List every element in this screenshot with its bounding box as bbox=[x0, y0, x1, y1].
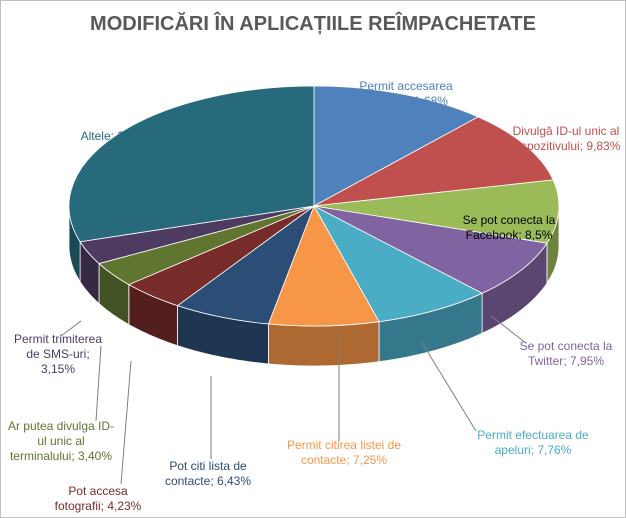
data-label: Pot citi lista de contacte; 6,43% bbox=[153, 459, 263, 489]
label-separator: ; bbox=[100, 499, 108, 513]
slice bbox=[313, 85, 480, 207]
slice bbox=[313, 179, 560, 244]
label-value: 29,81 bbox=[117, 129, 148, 143]
leader-line bbox=[420, 340, 477, 432]
leader-line bbox=[490, 315, 527, 344]
label-value: 7,25% bbox=[353, 453, 388, 467]
label-separator: ; bbox=[579, 139, 587, 153]
leader-line bbox=[95, 345, 102, 422]
slice bbox=[267, 205, 380, 327]
label-name: Permit accesarea locației bbox=[359, 79, 453, 108]
data-label: Altele; 29,81 bbox=[59, 129, 169, 144]
label-name: Pot accesa fotografii bbox=[54, 484, 128, 513]
data-label: Permit accesarea locației; 11,68% bbox=[341, 79, 471, 109]
label-name: Pot citi lista de contacte bbox=[164, 459, 247, 488]
label-name: Permit efectuarea de apeluri bbox=[477, 428, 589, 457]
label-separator: ; bbox=[530, 443, 538, 457]
data-label: Ar putea divulga ID-ul unic al terminalu… bbox=[4, 419, 119, 464]
label-separator: ; bbox=[110, 129, 118, 143]
label-name: Altele bbox=[80, 129, 111, 143]
data-label: Permit efectuarea de apeluri; 7,76% bbox=[463, 428, 603, 458]
slice bbox=[68, 85, 315, 243]
data-label: Permit citirea listei de contacte; 7,25% bbox=[282, 438, 407, 468]
label-value: 7,76% bbox=[537, 443, 572, 457]
label-value: 3,15% bbox=[40, 362, 76, 376]
label-value: 8,5% bbox=[525, 228, 553, 242]
label-value: 6,43% bbox=[217, 474, 252, 488]
leader-line bbox=[60, 320, 82, 337]
label-separator: ; bbox=[71, 449, 78, 463]
label-name: Se pot conecta la Facebook bbox=[462, 213, 556, 242]
label-value: 3,40% bbox=[78, 449, 113, 463]
label-name: Divulgă ID-ul unic al dispozitivului bbox=[511, 124, 620, 153]
label-separator: ; bbox=[86, 347, 90, 361]
label-separator: ; bbox=[563, 354, 570, 368]
slice-side bbox=[268, 321, 380, 367]
label-separator: ; bbox=[210, 474, 217, 488]
label-value: 9,83% bbox=[586, 139, 621, 153]
data-label: Se pot conecta la Facebook; 8,5% bbox=[449, 213, 569, 243]
slice bbox=[313, 116, 554, 207]
label-separator: ; bbox=[518, 228, 525, 242]
chart-title: MODIFICĂRI ÎN APLICAȚIILE REÎMPACHETATE bbox=[90, 13, 536, 35]
label-value: 4,23% bbox=[107, 499, 142, 513]
label-value: 7,95% bbox=[569, 354, 605, 368]
slice bbox=[312, 205, 484, 323]
label-name: Se pot conecta la Twitter bbox=[519, 339, 613, 368]
label-separator: ; bbox=[346, 453, 353, 467]
label-value: 11,68% bbox=[408, 94, 448, 108]
slice bbox=[313, 205, 548, 294]
label-name: Permit trimiterea de SMS-uri bbox=[13, 332, 102, 361]
data-label: Se pot conecta la Twitter; 7,95% bbox=[511, 339, 621, 369]
data-label: Pot accesa fotografii; 4,23% bbox=[43, 484, 153, 514]
label-name: Ar putea divulga ID-ul unic al terminalu… bbox=[7, 419, 115, 463]
data-label: Permit trimiterea de SMS-uri; 3,15% bbox=[8, 332, 108, 377]
label-separator: ; bbox=[401, 94, 409, 108]
data-label: Divulgă ID-ul unic al dispozitivului; 9,… bbox=[496, 124, 625, 154]
leader-line bbox=[120, 360, 132, 485]
label-name: Permit citirea listei de contacte bbox=[286, 438, 402, 467]
